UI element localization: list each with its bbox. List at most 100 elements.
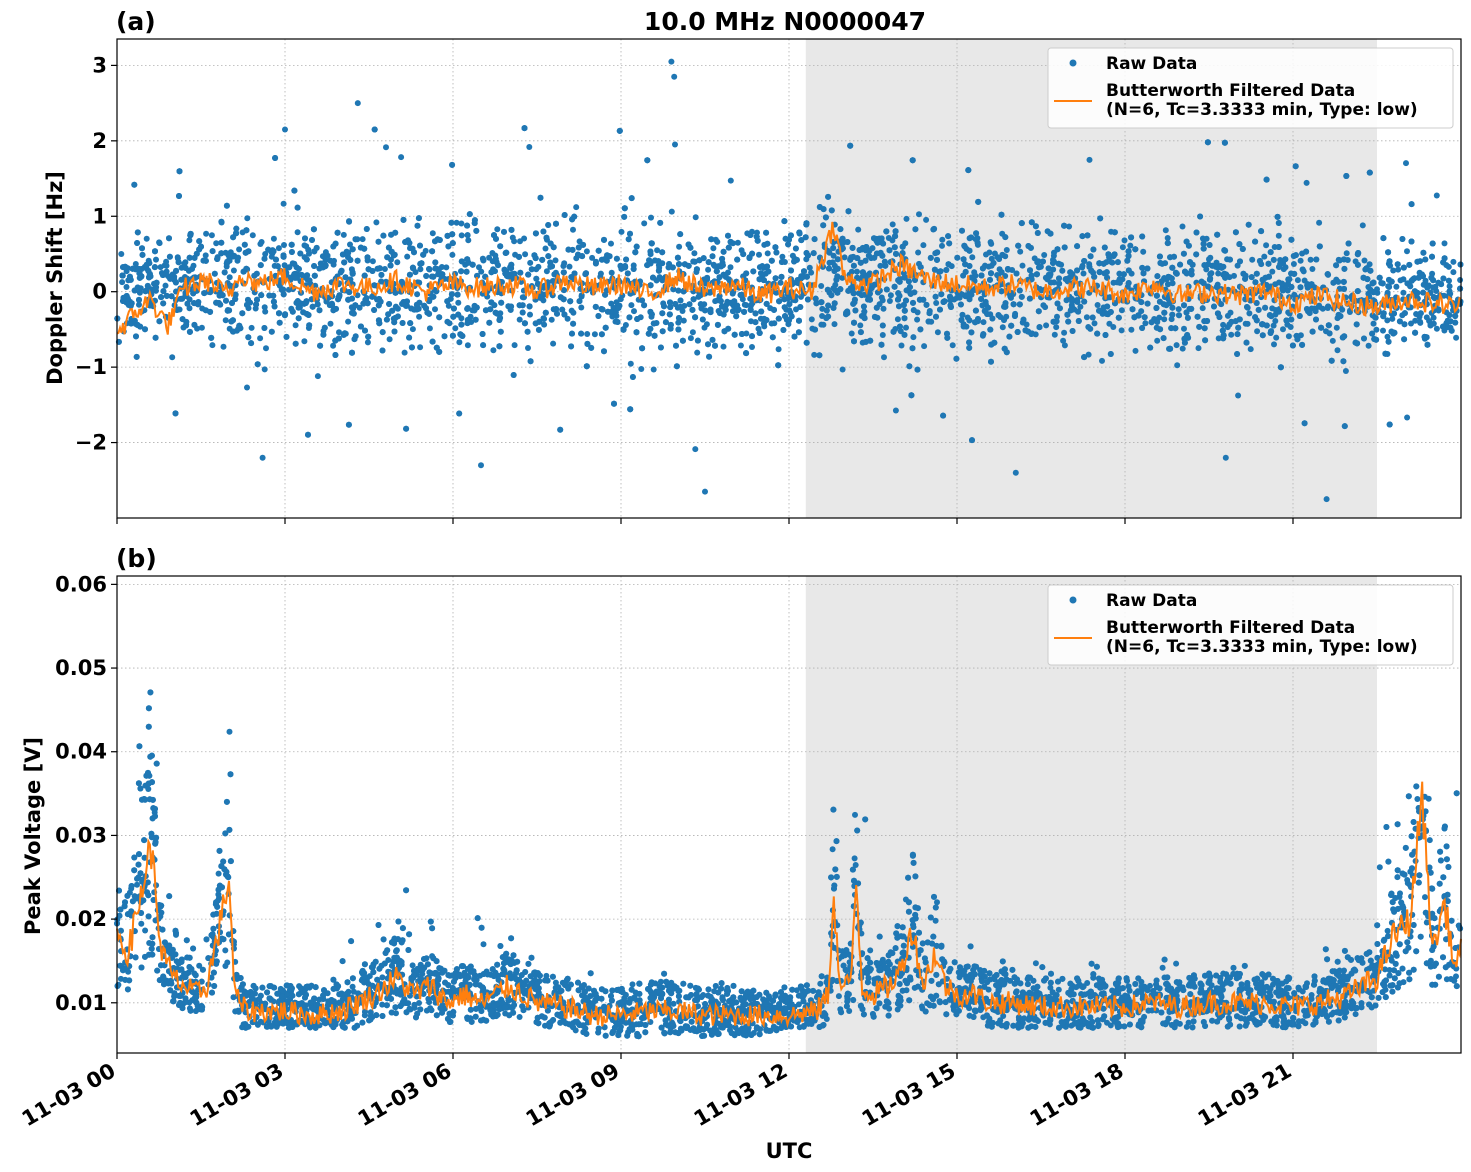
raw-data-point: [526, 303, 533, 310]
raw-data-point: [350, 310, 357, 317]
raw-data-point: [1453, 334, 1460, 341]
raw-data-point: [705, 259, 712, 266]
raw-data-point: [1075, 308, 1082, 315]
raw-data-point: [1118, 327, 1125, 334]
raw-data-point: [533, 275, 540, 282]
raw-data-point: [1037, 263, 1044, 270]
raw-data-point: [1303, 179, 1310, 186]
raw-data-point: [1100, 260, 1107, 267]
raw-data-point: [839, 366, 846, 373]
raw-data-point: [1404, 414, 1411, 421]
raw-data-point: [623, 256, 630, 263]
raw-data-point: [743, 302, 750, 309]
raw-data-point: [1107, 351, 1114, 357]
raw-data-point: [1270, 322, 1277, 329]
raw-data-point: [1089, 314, 1096, 321]
raw-data-point: [384, 254, 391, 261]
raw-data-point: [843, 309, 850, 316]
raw-data-point: [583, 248, 590, 255]
raw-data-point: [1297, 257, 1304, 264]
raw-data-point: [166, 235, 172, 242]
raw-data-point: [248, 340, 255, 347]
raw-data-point: [1183, 309, 1190, 316]
raw-data-point: [694, 349, 701, 356]
raw-data-point: [727, 264, 734, 271]
raw-data-point: [134, 229, 141, 236]
raw-data-point: [181, 260, 188, 267]
raw-data-point: [1309, 266, 1316, 272]
raw-data-point: [429, 230, 436, 237]
raw-data-point: [528, 266, 535, 273]
raw-data-point: [703, 321, 710, 328]
raw-data-point: [839, 274, 846, 281]
raw-data-point: [1407, 283, 1414, 290]
raw-data-point: [466, 211, 473, 218]
raw-data-point: [1128, 326, 1135, 333]
raw-data-point: [1041, 252, 1048, 258]
raw-data-point: [349, 349, 355, 356]
raw-data-point: [1147, 344, 1154, 351]
raw-data-point: [347, 241, 353, 248]
raw-data-point: [1061, 342, 1068, 349]
raw-data-point: [386, 301, 393, 307]
raw-data-point: [257, 241, 264, 247]
raw-data-point: [1184, 314, 1191, 321]
raw-data-point: [871, 313, 878, 320]
raw-data-point: [471, 217, 478, 224]
raw-data-point: [1333, 324, 1340, 331]
raw-data-point: [543, 234, 550, 241]
raw-data-point: [383, 316, 390, 323]
raw-data-point: [601, 236, 607, 243]
raw-data-point: [1457, 277, 1464, 283]
raw-data-point: [268, 328, 275, 335]
raw-data-point: [1002, 273, 1009, 279]
raw-data-point: [824, 286, 831, 293]
raw-data-point: [979, 302, 986, 309]
raw-data-point: [737, 342, 744, 349]
raw-data-point: [721, 328, 728, 335]
raw-data-point: [573, 204, 580, 211]
raw-data-point: [908, 392, 915, 399]
raw-data-point: [693, 266, 700, 273]
raw-data-point: [430, 273, 437, 280]
raw-data-point: [1011, 313, 1018, 319]
raw-data-point: [1412, 329, 1419, 336]
raw-data-point: [933, 313, 939, 320]
raw-data-point: [452, 325, 459, 332]
raw-data-point: [589, 254, 596, 261]
raw-data-point: [1266, 273, 1272, 280]
raw-data-point: [954, 254, 961, 261]
raw-data-point: [772, 275, 779, 282]
raw-data-point: [1142, 320, 1149, 327]
raw-data-point: [1139, 325, 1146, 331]
raw-data-point: [1265, 260, 1272, 267]
raw-data-point: [1081, 354, 1088, 361]
raw-data-point: [1181, 335, 1188, 342]
raw-data-point: [673, 363, 680, 370]
raw-data-point: [1433, 325, 1440, 332]
raw-data-point: [675, 319, 682, 326]
raw-data-point: [914, 366, 921, 373]
raw-data-point: [1239, 246, 1246, 252]
raw-data-point: [214, 256, 221, 262]
raw-data-point: [998, 269, 1005, 276]
raw-data-point: [1051, 331, 1058, 338]
raw-data-point: [1002, 234, 1009, 241]
raw-data-point: [1047, 230, 1054, 237]
raw-data-point: [388, 231, 395, 238]
raw-data-point: [432, 259, 439, 266]
raw-data-point: [1211, 303, 1217, 310]
raw-data-point: [1144, 300, 1151, 307]
raw-data-point: [406, 334, 413, 341]
raw-data-point: [1262, 304, 1269, 311]
raw-data-point: [1115, 314, 1122, 321]
raw-data-point: [426, 325, 433, 332]
raw-data-point: [426, 266, 433, 272]
raw-data-point: [966, 344, 973, 351]
raw-data-point: [947, 302, 954, 309]
raw-data-point: [1268, 328, 1275, 335]
raw-data-point: [702, 307, 708, 314]
raw-data-point: [725, 244, 732, 251]
raw-data-point: [340, 231, 347, 238]
